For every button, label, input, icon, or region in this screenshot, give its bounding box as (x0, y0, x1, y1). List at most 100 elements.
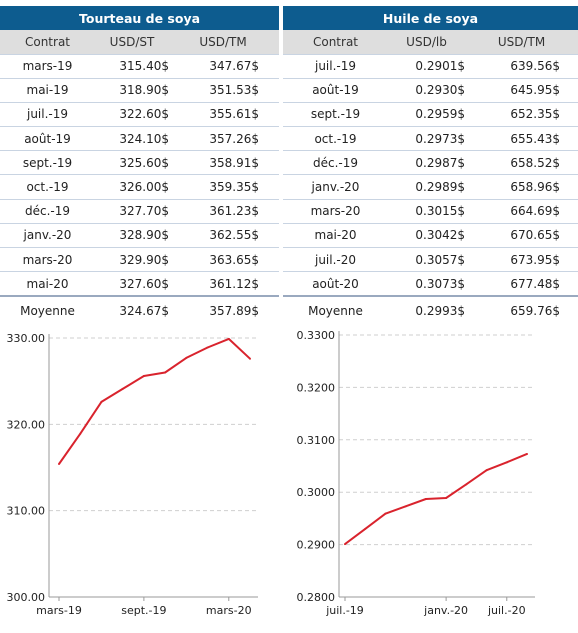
data-point (485, 469, 488, 472)
series-line (344, 452, 528, 545)
table-row-cell: 329.90$ (95, 247, 187, 273)
table-row-cell: 328.90$ (95, 223, 187, 249)
oil-table-body: Contrat USD/lb USD/TM juil.-19 0.2901$ 639.56… (283, 30, 578, 326)
data-point (445, 496, 448, 499)
average-row-cell: Moyenne (283, 294, 388, 326)
charts-area: 330.00 320.00 310.00 300.00 mars-19 sept.-19 m… (0, 323, 578, 633)
table-row-cell: 327.60$ (95, 271, 187, 297)
data-point (384, 512, 387, 515)
table-row-cell: 0.3015$ (388, 199, 483, 224)
average-row: Moyenne 0.2993$ 659.76$ (283, 294, 578, 326)
table-row-cell: sept.-19 (0, 150, 95, 176)
data-point (465, 483, 468, 486)
oil-table-title: Huile de soya (283, 6, 578, 30)
table-row: juil.-20 0.3057$ 673.95$ (283, 247, 578, 273)
table-row-cell: déc.-19 (0, 199, 95, 224)
table-row-cell: 658.52$ (483, 150, 578, 176)
data-point (227, 337, 230, 340)
y-tick-label: 310.00 (7, 505, 46, 518)
table-row-cell: mars-20 (0, 247, 95, 273)
table-row-cell: 670.65$ (483, 223, 578, 249)
table-row: mars-20 329.90$ 363.65$ (0, 247, 280, 273)
table-row: janv.-20 0.2989$ 658.96$ (283, 174, 578, 200)
y-tick-label: 0.2900 (297, 539, 336, 552)
data-point (164, 371, 167, 374)
table-row-cell: janv.-20 (0, 223, 95, 249)
table-row-cell: 677.48$ (483, 271, 578, 297)
table-header-row-cell: Contrat (283, 30, 388, 55)
table-row-cell: 347.67$ (187, 54, 280, 79)
table-row-cell: 327.70$ (95, 199, 187, 224)
table-row-cell: mars-19 (0, 54, 95, 79)
table-row-cell: 322.60$ (95, 102, 187, 128)
meal-table-title: Tourteau de soya (0, 6, 280, 30)
data-point (58, 463, 60, 466)
table-row-cell: août-19 (0, 126, 95, 152)
table-row-cell: janv.-20 (283, 174, 388, 200)
x-tick-label: mars-20 (206, 604, 252, 617)
table-row: sept.-19 0.2959$ 652.35$ (283, 102, 578, 128)
data-point (79, 432, 82, 435)
data-point (185, 356, 188, 359)
table-row: juil.-19 0.2901$ 639.56$ (283, 54, 578, 79)
table-row: oct.-19 0.2973$ 655.43$ (283, 126, 578, 152)
table-row-cell: 0.2930$ (388, 78, 483, 103)
table-row-cell: 324.10$ (95, 126, 187, 152)
table-header-row-cell: USD/TM (187, 30, 280, 55)
table-row-cell: 673.95$ (483, 247, 578, 273)
oil-table: Huile de soya Contrat USD/lb USD/TM juil.-1… (283, 6, 578, 326)
data-point (121, 387, 124, 390)
x-tick-label: mars-19 (36, 604, 82, 617)
data-point (526, 452, 528, 455)
table-row: janv.-20 328.90$ 362.55$ (0, 223, 280, 249)
y-tick-label: 0.3200 (297, 381, 336, 394)
table-row-cell: mars-20 (283, 199, 388, 224)
average-row: Moyenne 324.67$ 357.89$ (0, 294, 280, 326)
data-point (404, 505, 407, 508)
table-row-cell: 362.55$ (187, 223, 280, 249)
data-point (249, 357, 251, 360)
y-tick-label: 0.3100 (297, 434, 336, 447)
table-row-cell: mai-19 (0, 78, 95, 103)
table-row-cell: 315.40$ (95, 54, 187, 79)
series-line (58, 337, 251, 465)
table-row-cell: déc.-19 (283, 150, 388, 176)
table-row-cell: mai-20 (283, 223, 388, 249)
table-row-cell: 361.12$ (187, 271, 280, 297)
table-row: mai-20 0.3042$ 670.65$ (283, 223, 578, 249)
data-point (206, 346, 209, 349)
table-row-cell: oct.-19 (0, 174, 95, 200)
table-row-cell: 0.3057$ (388, 247, 483, 273)
table-row: mars-19 315.40$ 347.67$ (0, 54, 280, 79)
table-row-cell: 0.2987$ (388, 150, 483, 176)
table-row-cell: juil.-19 (283, 54, 388, 79)
table-row: août-19 324.10$ 357.26$ (0, 126, 280, 152)
data-point (344, 543, 346, 546)
average-row-cell: Moyenne (0, 294, 95, 326)
table-row-cell: 351.53$ (187, 78, 280, 103)
x-tick-label: juil.-20 (487, 604, 526, 617)
y-tick-label: 320.00 (7, 418, 46, 431)
table-row-cell: 358.91$ (187, 150, 280, 176)
average-row-cell: 357.89$ (187, 294, 280, 326)
oil-price-chart: 0.33000.32000.31000.30000.29000.2800juil… (297, 329, 535, 617)
table-row-cell: 357.26$ (187, 126, 280, 152)
table-row-cell: 0.3073$ (388, 271, 483, 297)
table-header-row: Contrat USD/lb USD/TM (283, 30, 578, 55)
table-row-cell: 0.2989$ (388, 174, 483, 200)
table-row: mai-19 318.90$ 351.53$ (0, 78, 280, 103)
table-row-cell: 355.61$ (187, 102, 280, 128)
data-point (142, 374, 145, 377)
table-row-cell: 318.90$ (95, 78, 187, 103)
table-row: sept.-19 325.60$ 358.91$ (0, 150, 280, 176)
y-tick-label: 0.3000 (297, 486, 336, 499)
data-point (364, 527, 367, 530)
table-row-cell: 363.65$ (187, 247, 280, 273)
table-row-cell: mai-20 (0, 271, 95, 297)
table-header-row-cell: Contrat (0, 30, 95, 55)
table-header-row-cell: USD/TM (483, 30, 578, 55)
table-row-cell: 359.35$ (187, 174, 280, 200)
table-row-cell: 652.35$ (483, 102, 578, 128)
table-row-cell: 655.43$ (483, 126, 578, 152)
